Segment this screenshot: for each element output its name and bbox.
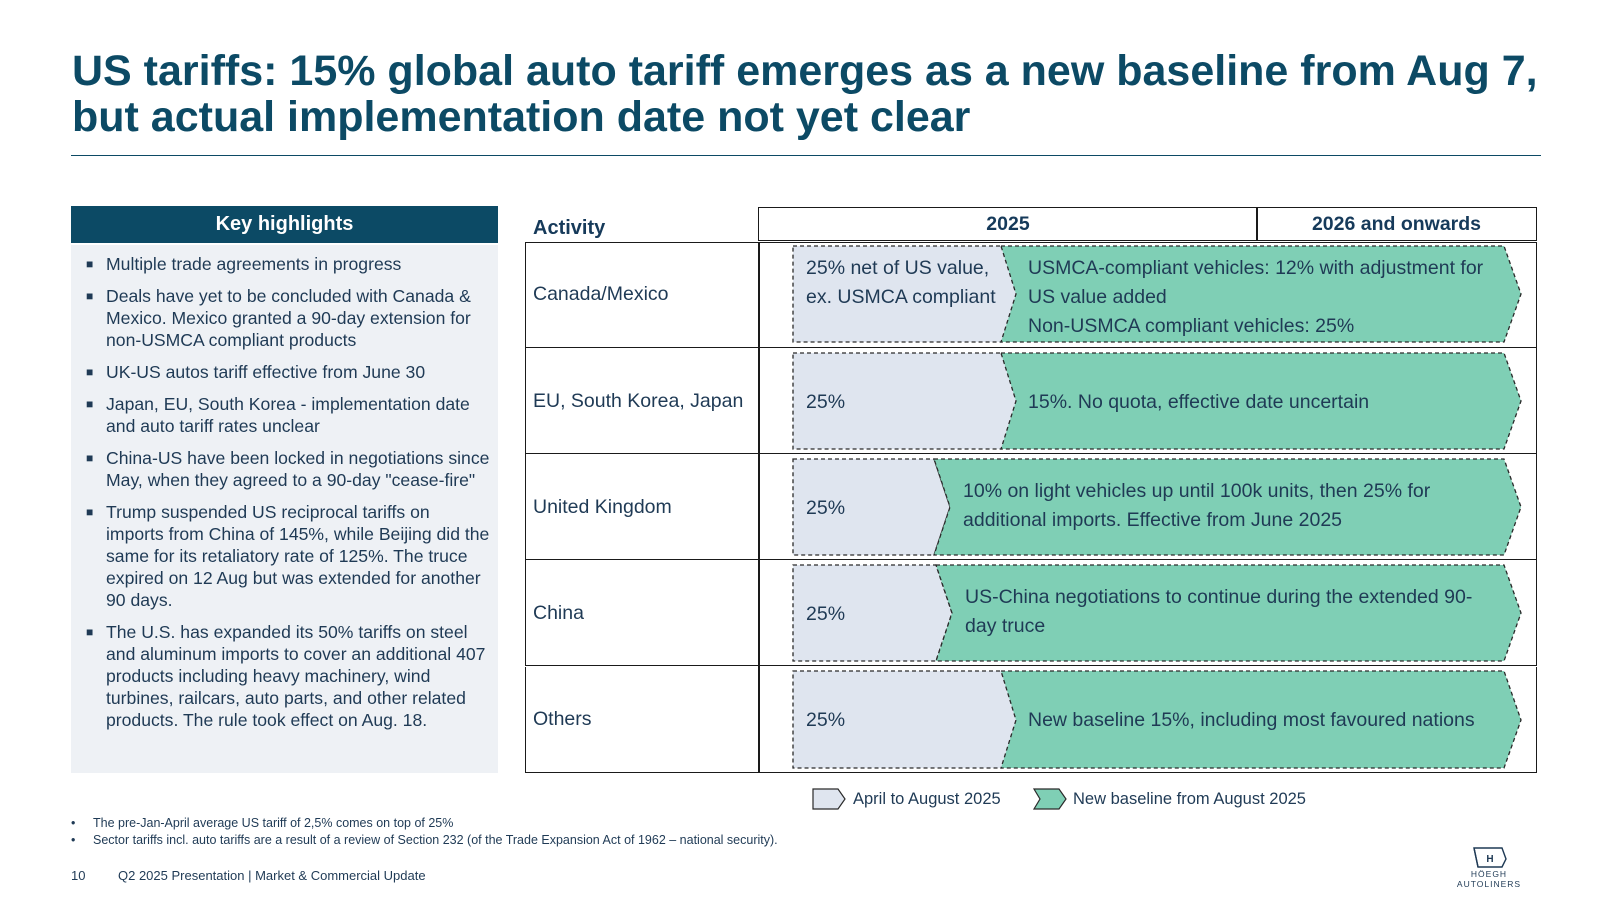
timeline-arrows: [0, 0, 1600, 900]
april-aug-text-uk: 25%: [806, 494, 845, 523]
footnotes: • The pre-Jan-April average US tariff of …: [71, 815, 778, 849]
new-baseline-text-canada: USMCA-compliant vehicles: 12% with adjus…: [1028, 254, 1498, 341]
legend-swatch-april: [813, 789, 845, 809]
april-aug-text-eu: 25%: [806, 388, 845, 417]
new-baseline-text-china: US-China negotiations to continue during…: [965, 583, 1495, 641]
new-baseline-text-uk: 10% on light vehicles up until 100k unit…: [963, 477, 1493, 535]
company-logo: H HÖEGH AUTOLINERS: [1440, 845, 1538, 880]
logo-mark: H: [1486, 854, 1493, 865]
logo-text: HÖEGH AUTOLINERS: [1440, 869, 1538, 889]
legend-label-baseline: New baseline from August 2025: [1073, 788, 1306, 810]
footnote-item: • Sector tariffs incl. auto tariffs are a…: [71, 832, 778, 849]
footnote-item: • The pre-Jan-April average US tariff of …: [71, 815, 778, 832]
legend-swatch-baseline: [1034, 789, 1066, 809]
page-number: 10: [71, 868, 85, 883]
april-aug-text-canada: 25% net of US value, ex. USMCA compliant: [806, 254, 996, 312]
new-baseline-text-eu: 15%. No quota, effective date uncertain: [1028, 388, 1498, 417]
april-aug-text-others: 25%: [806, 706, 845, 735]
new-baseline-text-others: New baseline 15%, including most favoure…: [1028, 706, 1508, 735]
april-aug-text-china: 25%: [806, 600, 845, 629]
ship-flag-icon: H: [1440, 845, 1538, 869]
footer-text: Q2 2025 Presentation | Market & Commerci…: [118, 868, 426, 883]
legend-label-april: April to August 2025: [853, 788, 1001, 810]
